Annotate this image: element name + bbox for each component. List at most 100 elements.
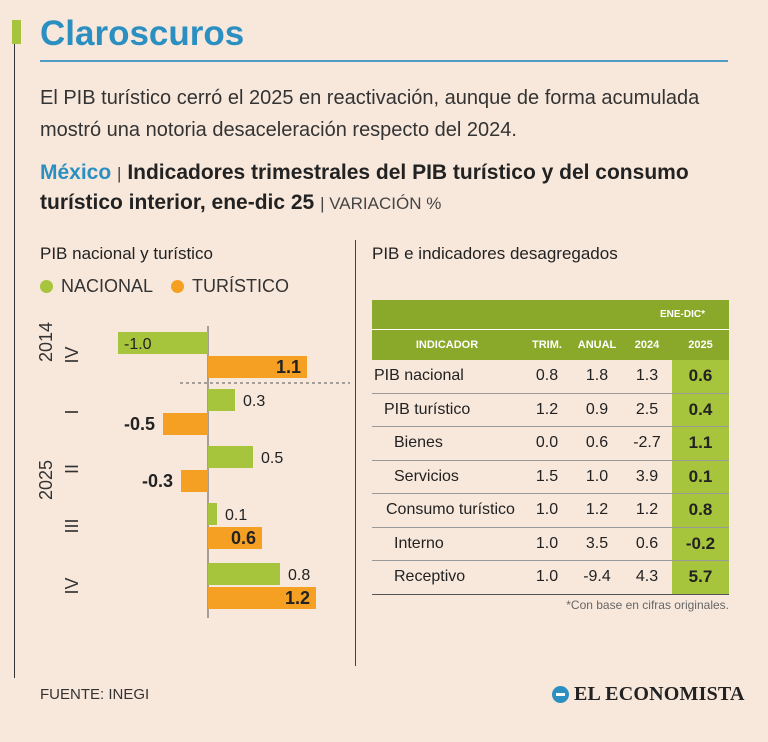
quarter-label-1: I — [62, 409, 82, 414]
headline-separator: | — [117, 164, 122, 183]
bar-nacional-2 — [208, 446, 253, 468]
logo-icon — [552, 686, 569, 703]
value-label-turstico-3: 0.6 — [231, 528, 256, 548]
table-band-label: ENE-DIC* — [659, 309, 705, 320]
cell-trim: 0.8 — [535, 367, 559, 385]
cell-2025: 0.8 — [672, 494, 729, 527]
cell-2025: -0.2 — [672, 527, 729, 560]
value-label-turstico-2: -0.3 — [142, 471, 173, 491]
cell-2024: 3.9 — [635, 467, 659, 485]
quarter-label-4: IV — [62, 577, 82, 594]
headline-unit: | VARIACIÓN % — [320, 194, 442, 213]
cell-2024: 4.3 — [635, 568, 659, 586]
table-body: PIB nacional 0.8 1.8 1.3 0.6 PIB turístico 1.2… — [372, 360, 729, 595]
value-label-turstico-4: 1.2 — [285, 588, 310, 608]
headline-text: Indicadores trimestrales del PIB turísti… — [40, 161, 689, 214]
cell-anual: 3.5 — [585, 534, 609, 552]
cell-indicator: Servicios — [394, 467, 459, 485]
legend-turistico-swatch — [171, 280, 185, 293]
bar-turstico-1 — [163, 413, 208, 435]
table-row: Interno 1.0 3.5 0.6 -0.2 — [372, 527, 729, 561]
cell-trim: 0.0 — [535, 434, 559, 452]
panel-divider — [355, 240, 356, 666]
col-header-anual: ANUAL — [577, 339, 617, 351]
indicators-table: ENE-DIC* INDICADOR TRIM. ANUAL 2024 2025… — [372, 300, 729, 595]
value-label-turstico-0: 1.1 — [276, 357, 301, 377]
left-border-line — [14, 44, 15, 678]
col-header-trim: TRIM. — [532, 339, 562, 351]
col-header-indicator: INDICADOR — [415, 339, 479, 351]
cell-2024: 1.2 — [635, 501, 659, 519]
cell-trim: 1.0 — [535, 501, 559, 519]
gdp-bar-chart: -1.0 1.1 IV 0.3 -0.5 I 0.5 -0.3 II 0.1 0.6 III 0.8 1.… — [36, 322, 350, 618]
cell-trim: 1.2 — [535, 400, 559, 418]
cell-2025: 5.7 — [672, 561, 729, 594]
bar-nacional-3 — [208, 503, 217, 525]
cell-indicator: PIB turístico — [384, 400, 471, 418]
table-row: PIB nacional 0.8 1.8 1.3 0.6 — [372, 360, 729, 394]
bar-turstico-0 — [208, 356, 307, 378]
table-row: Consumo turístico 1.0 1.2 1.2 0.8 — [372, 494, 729, 528]
table-row: PIB turístico 1.2 0.9 2.5 0.4 — [372, 393, 729, 427]
table-row: Bienes 0.0 0.6 -2.7 1.1 — [372, 427, 729, 461]
bar-turstico-3 — [208, 527, 262, 549]
cell-anual: 1.2 — [585, 501, 609, 519]
cell-2025: 0.6 — [672, 360, 729, 393]
section-brand-title: Claroscuros — [40, 14, 245, 53]
cell-2024: 2.5 — [635, 400, 659, 418]
source-note: FUENTE: INEGI — [40, 686, 150, 703]
cell-anual: -9.4 — [583, 568, 611, 586]
legend-nacional-swatch — [40, 280, 53, 293]
quarter-label-0: IV — [62, 346, 82, 363]
table-band-header: ENE-DIC* — [372, 300, 729, 330]
headline-country: México — [40, 161, 112, 184]
legend-nacional-label: NACIONAL — [61, 276, 154, 296]
year-label-2025: 2025 — [36, 460, 56, 500]
table-row: Servicios 1.5 1.0 3.9 0.1 — [372, 460, 729, 494]
publisher-logo: EL ECONOMISTA — [552, 683, 745, 706]
col-header-2024: 2024 — [634, 339, 660, 351]
value-label-nacional-2: 0.5 — [261, 450, 283, 467]
legend-turistico-label: TURÍSTICO — [192, 276, 290, 296]
cell-trim: 1.5 — [535, 467, 559, 485]
cell-indicator: Receptivo — [394, 568, 466, 586]
bar-nacional-4 — [208, 563, 280, 585]
cell-2024: 1.3 — [635, 367, 659, 385]
bar-turstico-4 — [208, 587, 316, 609]
cell-indicator: Bienes — [394, 434, 443, 452]
bar-nacional-1 — [208, 389, 235, 411]
right-panel-title: PIB e indicadores desagregados — [372, 244, 618, 263]
left-panel-title: PIB nacional y turístico — [40, 244, 213, 263]
col-header-2025: 2025 — [688, 339, 713, 351]
cell-2025: 1.1 — [672, 427, 729, 460]
cell-indicator: Consumo turístico — [386, 501, 515, 519]
cell-anual: 1.8 — [585, 367, 609, 385]
value-label-nacional-0: -1.0 — [124, 336, 152, 353]
value-label-nacional-4: 0.8 — [288, 567, 310, 584]
year-label-2014: 2014 — [36, 322, 56, 362]
lead-paragraph: El PIB turístico cerró el 2025 en reacti… — [40, 87, 700, 141]
value-label-nacional-3: 0.1 — [225, 507, 247, 524]
cell-indicator: PIB nacional — [374, 367, 464, 385]
quarter-label-3: III — [62, 518, 82, 533]
chart-headline: México | Indicadores trimestrales del PI… — [40, 158, 740, 218]
value-label-turstico-1: -0.5 — [124, 414, 155, 434]
table-footnote: *Con base en cifras originales. — [566, 598, 729, 612]
table-header-row: INDICADOR TRIM. ANUAL 2024 2025 — [372, 330, 729, 360]
chart-legend: NACIONAL TURÍSTICO — [40, 276, 289, 297]
bar-turstico-2 — [181, 470, 208, 492]
title-underline — [40, 60, 728, 62]
cell-2024: -2.7 — [633, 434, 661, 452]
cell-trim: 1.0 — [535, 568, 559, 586]
cell-anual: 0.6 — [585, 434, 609, 452]
cell-anual: 1.0 — [585, 467, 609, 485]
brand-accent-bar — [12, 20, 21, 44]
cell-2025: 0.1 — [672, 460, 729, 493]
cell-2024: 0.6 — [635, 534, 659, 552]
value-label-nacional-1: 0.3 — [243, 393, 265, 410]
cell-indicator: Interno — [394, 534, 444, 552]
quarter-label-2: II — [62, 464, 82, 474]
bar-nacional-0 — [118, 332, 208, 354]
logo-text: EL ECONOMISTA — [574, 683, 745, 705]
table-row: Receptivo 1.0 -9.4 4.3 5.7 — [372, 561, 729, 595]
